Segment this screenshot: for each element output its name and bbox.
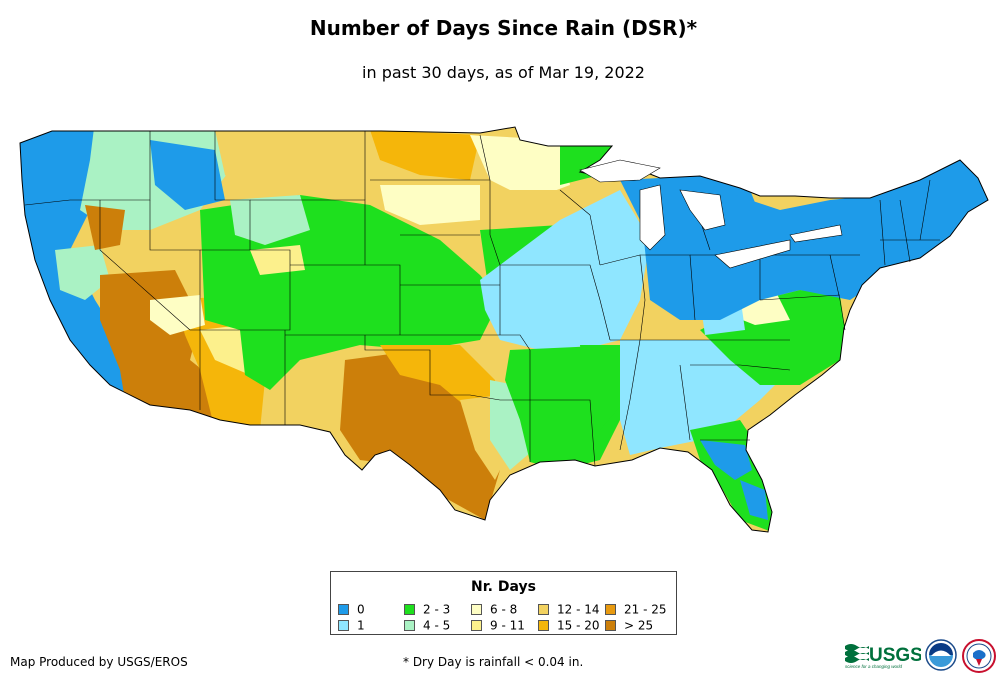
map-subtitle: in past 30 days, as of Mar 19, 2022 bbox=[362, 63, 645, 82]
legend-item-4-5: 4 - 5 bbox=[404, 618, 451, 633]
state-boundaries bbox=[24, 131, 940, 467]
legend-swatch bbox=[538, 620, 549, 631]
legend: Nr. Days 0 1 2 - 3 4 - 5 6 - 8 9 - 11 12… bbox=[330, 571, 677, 635]
legend-swatch bbox=[338, 604, 349, 615]
legend-swatch bbox=[404, 620, 415, 631]
legend-swatch bbox=[538, 604, 549, 615]
country-outline bbox=[19, 126, 989, 533]
legend-item-1: 1 bbox=[338, 618, 365, 633]
legend-label: 0 bbox=[357, 602, 365, 617]
legend-swatch bbox=[471, 620, 482, 631]
legend-swatch bbox=[471, 604, 482, 615]
legend-swatch bbox=[605, 604, 616, 615]
legend-label: 21 - 25 bbox=[624, 602, 667, 617]
legend-label: 4 - 5 bbox=[423, 618, 451, 633]
legend-label: > 25 bbox=[624, 618, 654, 633]
legend-swatch bbox=[404, 604, 415, 615]
producer-credit: Map Produced by USGS/EROS bbox=[10, 655, 188, 669]
legend-label: 15 - 20 bbox=[557, 618, 600, 633]
legend-label: 9 - 11 bbox=[490, 618, 525, 633]
legend-item-0: 0 bbox=[338, 602, 365, 617]
legend-item-12-14: 12 - 14 bbox=[538, 602, 600, 617]
legend-swatch bbox=[338, 620, 349, 631]
dry-day-footnote: * Dry Day is rainfall < 0.04 in. bbox=[403, 655, 584, 669]
legend-label: 12 - 14 bbox=[557, 602, 600, 617]
usgs-logo: USGS science for a changing world bbox=[845, 644, 921, 669]
legend-item-2-3: 2 - 3 bbox=[404, 602, 451, 617]
legend-item-over-25: > 25 bbox=[605, 618, 654, 633]
legend-label: 6 - 8 bbox=[490, 602, 518, 617]
legend-title: Nr. Days bbox=[471, 579, 536, 595]
noaa-logo bbox=[925, 639, 957, 671]
legend-label: 2 - 3 bbox=[423, 602, 451, 617]
legend-item-6-8: 6 - 8 bbox=[471, 602, 518, 617]
legend-swatch bbox=[605, 620, 616, 631]
legend-item-21-25: 21 - 25 bbox=[605, 602, 667, 617]
legend-label: 1 bbox=[357, 618, 365, 633]
map-title: Number of Days Since Rain (DSR)* bbox=[309, 16, 698, 40]
legend-item-9-11: 9 - 11 bbox=[471, 618, 525, 633]
legend-item-15-20: 15 - 20 bbox=[538, 618, 600, 633]
great-lakes bbox=[579, 159, 843, 269]
nws-logo bbox=[962, 639, 996, 673]
usgs-tagline: science for a changing world bbox=[845, 664, 903, 669]
usgs-logo-text: USGS bbox=[869, 645, 921, 666]
